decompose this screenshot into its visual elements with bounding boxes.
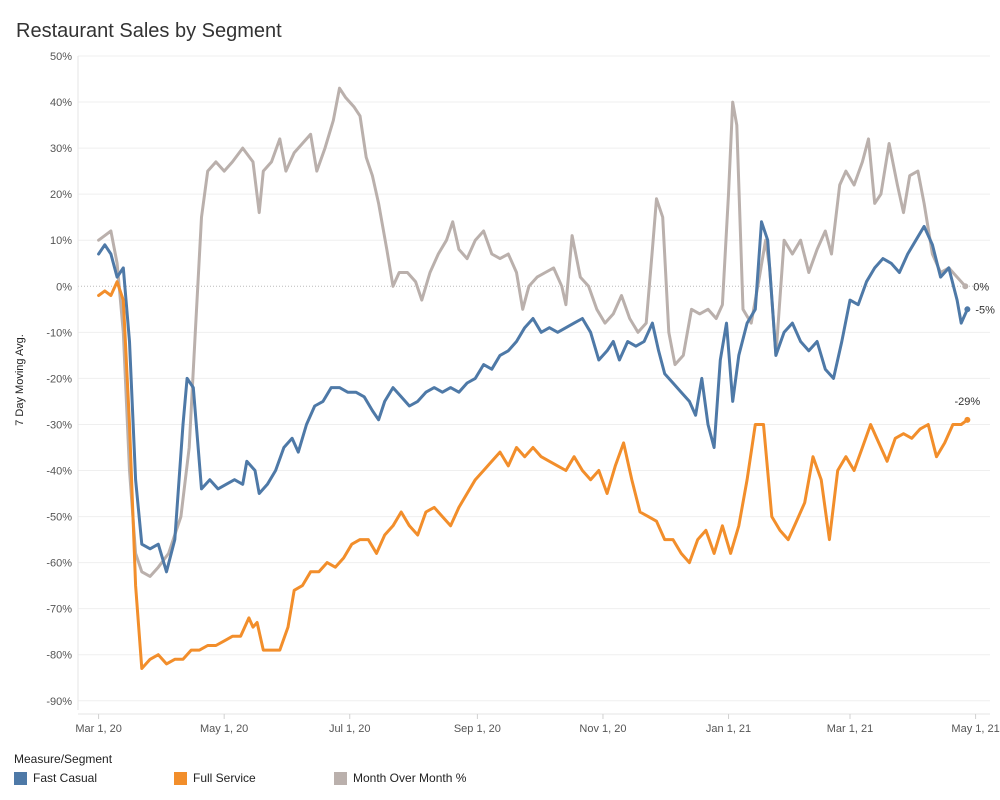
legend-label-full-service: Full Service — [193, 771, 256, 785]
legend-item-fast-casual[interactable]: Fast Casual — [14, 771, 174, 785]
legend-items: Fast Casual Full Service Month Over Mont… — [14, 771, 466, 785]
end-labels: 0% -5% -29% — [955, 281, 995, 423]
end-label-full-service: -29% — [955, 396, 981, 408]
series-end-point-full-service — [964, 416, 971, 423]
legend-swatch-full-service — [174, 771, 187, 785]
x-tick-label: Jan 1, 21 — [706, 723, 751, 735]
y-tick-label: -90% — [46, 696, 72, 708]
y-tick-label: 40% — [50, 97, 72, 109]
y-tick-label: -70% — [46, 604, 72, 616]
legend: Measure/Segment Fast Casual Full Service… — [14, 752, 466, 785]
x-tick-label: Jul 1, 20 — [329, 723, 371, 735]
end-label-month-over-month: 0% — [973, 281, 989, 293]
line-chart: 50% 40% 30% 20% 10% 0% -10% -20% -30% -40% -50% -60… — [46, 51, 999, 735]
x-tick-label: Sep 1, 20 — [454, 723, 501, 735]
y-tick-label: -80% — [46, 650, 72, 662]
end-label-fast-casual: -5% — [975, 304, 995, 316]
series-end-point-month-over-month — [962, 283, 969, 290]
legend-item-full-service[interactable]: Full Service — [174, 771, 334, 785]
legend-label-month-over-month: Month Over Month % — [353, 771, 467, 785]
y-tick-label: -40% — [46, 466, 72, 478]
gridlines — [78, 55, 990, 702]
series-line-full-service[interactable] — [97, 280, 969, 670]
y-tick-label: 50% — [50, 51, 72, 63]
axes: 50% 40% 30% 20% 10% 0% -10% -20% -30% -40% -50% -60… — [46, 51, 999, 735]
series-line-month-over-month[interactable] — [97, 86, 967, 578]
y-tick-label: -50% — [46, 512, 72, 524]
x-tick-label: Mar 1, 20 — [75, 723, 121, 735]
series-line-fast-casual[interactable] — [97, 220, 969, 574]
legend-title: Measure/Segment — [14, 752, 113, 766]
series-lines — [97, 86, 969, 670]
x-tick-label: May 1, 21 — [951, 723, 999, 735]
y-tick-label: 10% — [50, 235, 72, 247]
legend-label-fast-casual: Fast Casual — [33, 771, 98, 785]
y-tick-label: 20% — [50, 189, 72, 201]
x-tick-label: Mar 1, 21 — [827, 723, 873, 735]
x-tick-label: May 1, 20 — [200, 723, 248, 735]
x-tick-label: Nov 1, 20 — [579, 723, 626, 735]
y-tick-label: -60% — [46, 558, 72, 570]
y-tick-label: 30% — [50, 143, 72, 155]
series-end-point-fast-casual — [964, 306, 971, 313]
legend-swatch-fast-casual — [14, 771, 27, 785]
chart-title: Restaurant Sales by Segment — [16, 20, 282, 42]
legend-item-month-over-month[interactable]: Month Over Month % — [334, 771, 466, 785]
y-tick-label: -30% — [46, 419, 72, 431]
y-tick-label: 0% — [56, 281, 72, 293]
y-tick-label: -10% — [46, 327, 72, 339]
legend-swatch-month-over-month — [334, 771, 347, 785]
y-tick-label: -20% — [46, 373, 72, 385]
